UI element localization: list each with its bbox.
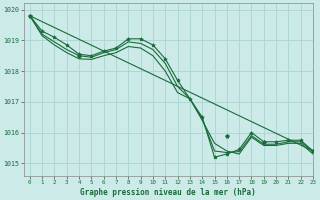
X-axis label: Graphe pression niveau de la mer (hPa): Graphe pression niveau de la mer (hPa) bbox=[80, 188, 256, 197]
